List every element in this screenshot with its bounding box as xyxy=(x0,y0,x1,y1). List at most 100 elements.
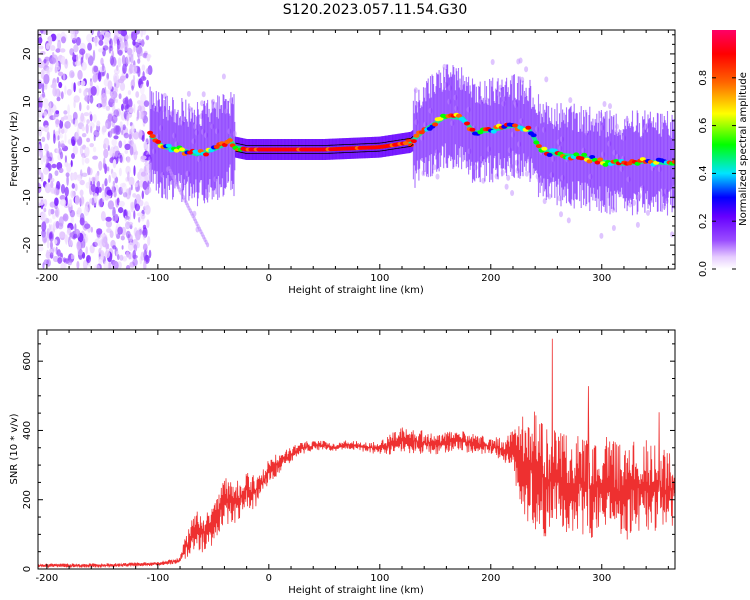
spectrogram-x-ticks: -200 -100 0 100 200 300 xyxy=(36,30,669,284)
ridge-speckle xyxy=(500,169,505,176)
noise-speckle xyxy=(89,94,94,104)
noise-speckle xyxy=(98,160,103,171)
noise-speckle xyxy=(81,172,88,177)
ridge-speckle xyxy=(473,164,478,171)
noise-speckle xyxy=(89,80,93,87)
ridge-speckle xyxy=(504,183,509,190)
noise-speckle xyxy=(111,148,117,153)
ridge-speckle xyxy=(602,101,607,107)
noise-speckle xyxy=(49,101,52,113)
noise-speckle xyxy=(76,174,82,182)
noise-speckle xyxy=(119,154,123,163)
noise-speckle xyxy=(50,208,55,215)
noise-speckle xyxy=(86,104,90,111)
noise-speckle xyxy=(71,172,75,181)
snr-line xyxy=(38,338,675,568)
noise-speckle xyxy=(110,57,117,67)
noise-speckle xyxy=(56,76,60,84)
noise-speckle xyxy=(38,169,42,175)
noise-speckle xyxy=(52,82,57,90)
noise-speckle xyxy=(142,229,147,236)
noise-speckle xyxy=(118,140,123,149)
ridge-speckle xyxy=(635,221,640,228)
noise-speckle xyxy=(118,35,124,42)
noise-speckle xyxy=(130,53,134,64)
ridge-peak xyxy=(653,160,660,165)
ridge-speckle xyxy=(608,103,612,110)
noise-speckle xyxy=(92,114,97,123)
noise-speckle xyxy=(45,251,51,259)
ridge-peak xyxy=(634,161,641,166)
noise-speckle xyxy=(127,242,134,251)
ridge-speckle xyxy=(490,59,495,65)
noise-speckle xyxy=(142,120,146,127)
colorbar-ticks: 0.0 0.2 0.4 0.6 0.8 xyxy=(698,70,736,277)
noise-speckle xyxy=(59,119,64,129)
noise-speckle xyxy=(127,90,131,95)
noise-speckle xyxy=(142,243,148,251)
noise-speckle xyxy=(58,167,64,174)
noise-speckle xyxy=(125,265,131,269)
noise-speckle xyxy=(92,146,97,153)
noise-speckle xyxy=(83,89,88,97)
noise-speckle xyxy=(105,105,111,111)
noise-speckle xyxy=(129,33,132,40)
snr-y-ticks: 600 400 200 0 xyxy=(22,343,675,572)
noise-speckle xyxy=(43,207,47,213)
noise-speckle xyxy=(38,81,43,90)
noise-speckle xyxy=(71,153,75,159)
noise-speckle xyxy=(143,100,150,107)
noise-speckle xyxy=(140,76,147,81)
noise-speckle xyxy=(145,254,149,263)
noise-speckle xyxy=(85,123,89,134)
noise-speckle xyxy=(74,60,81,66)
noise-speckle xyxy=(113,135,119,140)
noise-speckle xyxy=(111,138,117,147)
noise-speckle xyxy=(103,137,110,148)
noise-speckle xyxy=(70,254,75,260)
noise-speckle xyxy=(98,48,104,53)
colorbar-tick-label: 0.0 xyxy=(698,261,709,277)
noise-speckle xyxy=(84,223,91,229)
noise-speckle xyxy=(97,71,102,82)
ridge-peak xyxy=(155,139,162,144)
noise-speckle xyxy=(78,88,82,94)
snr-x-tick-label: 0 xyxy=(266,573,272,584)
noise-speckle xyxy=(56,96,61,102)
noise-speckle xyxy=(38,245,44,252)
ridge-speckle xyxy=(524,66,529,73)
noise-speckle xyxy=(67,227,72,234)
noise-speckle xyxy=(126,251,130,258)
noise-speckle xyxy=(57,39,62,51)
noise-speckle xyxy=(81,155,85,166)
snr-x-tick-label: 100 xyxy=(370,573,389,584)
noise-speckle xyxy=(64,133,67,144)
noise-speckle xyxy=(128,176,135,186)
noise-speckle xyxy=(68,199,72,208)
noise-speckle xyxy=(50,45,56,51)
noise-speckle xyxy=(128,106,134,114)
noise-speckle xyxy=(43,199,48,208)
noise-speckle xyxy=(128,187,132,196)
noise-speckle xyxy=(137,105,142,112)
noise-speckle xyxy=(75,36,81,46)
ridge-peak xyxy=(594,160,601,165)
snr-x-tick-label: 300 xyxy=(592,573,611,584)
noise-speckle xyxy=(101,125,107,133)
noise-speckle xyxy=(64,186,69,197)
noise-speckle xyxy=(72,145,79,155)
spectrogram-x-tick-label: 200 xyxy=(481,273,500,284)
noise-speckle xyxy=(90,184,96,193)
spectrogram-y-ticks: 20 10 0 -10 -20 xyxy=(22,34,675,265)
colorbar-tick-label: 0.4 xyxy=(698,165,709,181)
noise-speckle xyxy=(59,231,65,239)
noise-speckle xyxy=(41,221,47,232)
noise-speckle xyxy=(69,232,74,238)
noise-speckle xyxy=(86,119,90,124)
noise-speckle xyxy=(88,177,91,188)
noise-speckle xyxy=(104,31,111,42)
spectrogram-x-tick-label: -200 xyxy=(36,273,59,284)
noise-speckle xyxy=(103,260,110,269)
noise-speckle xyxy=(99,31,103,43)
noise-speckle xyxy=(136,100,142,105)
